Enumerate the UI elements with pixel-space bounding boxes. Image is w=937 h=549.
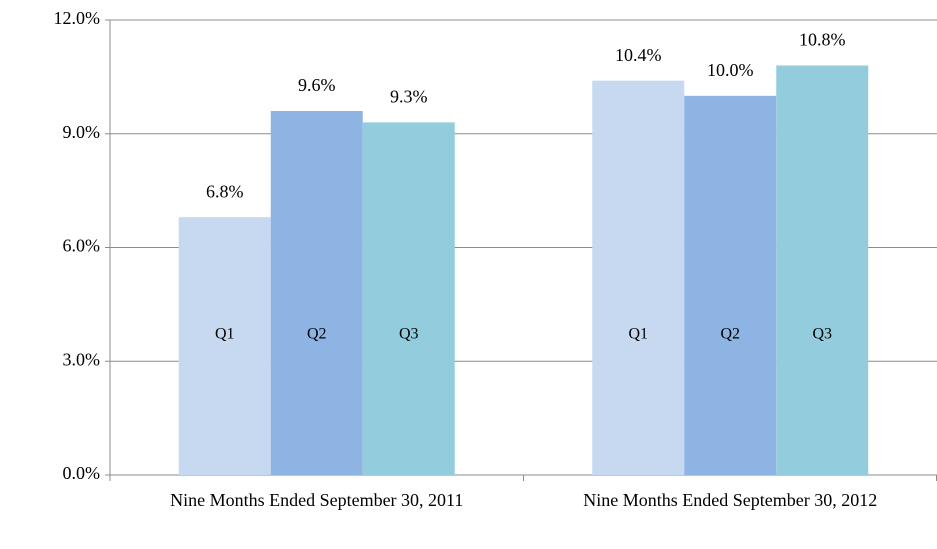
series-label: Q3 [399, 326, 419, 343]
x-tick-label: Nine Months Ended September 30, 2011 [170, 490, 464, 510]
bar [178, 217, 271, 475]
value-label: 10.8% [799, 30, 846, 50]
series-label: Q3 [812, 326, 832, 343]
y-tick-label: 12.0% [54, 8, 101, 28]
series-label: Q2 [307, 326, 327, 343]
value-label: 6.8% [206, 181, 244, 201]
bar [592, 80, 685, 476]
bar [684, 95, 777, 475]
x-tick-label: Nine Months Ended September 30, 2012 [583, 490, 878, 510]
value-label: 9.6% [298, 75, 336, 95]
y-tick-label: 3.0% [63, 349, 101, 369]
series-label: Q2 [720, 326, 740, 343]
bar [270, 111, 363, 475]
y-tick-label: 0.0% [63, 463, 101, 483]
value-label: 9.3% [390, 87, 428, 107]
value-label: 10.0% [707, 60, 754, 80]
bar [362, 122, 455, 475]
value-label: 10.4% [615, 45, 662, 65]
series-label: Q1 [215, 326, 235, 343]
series-label: Q1 [628, 326, 648, 343]
bar [776, 65, 869, 475]
y-tick-label: 6.0% [63, 236, 101, 256]
y-tick-label: 9.0% [63, 122, 101, 142]
